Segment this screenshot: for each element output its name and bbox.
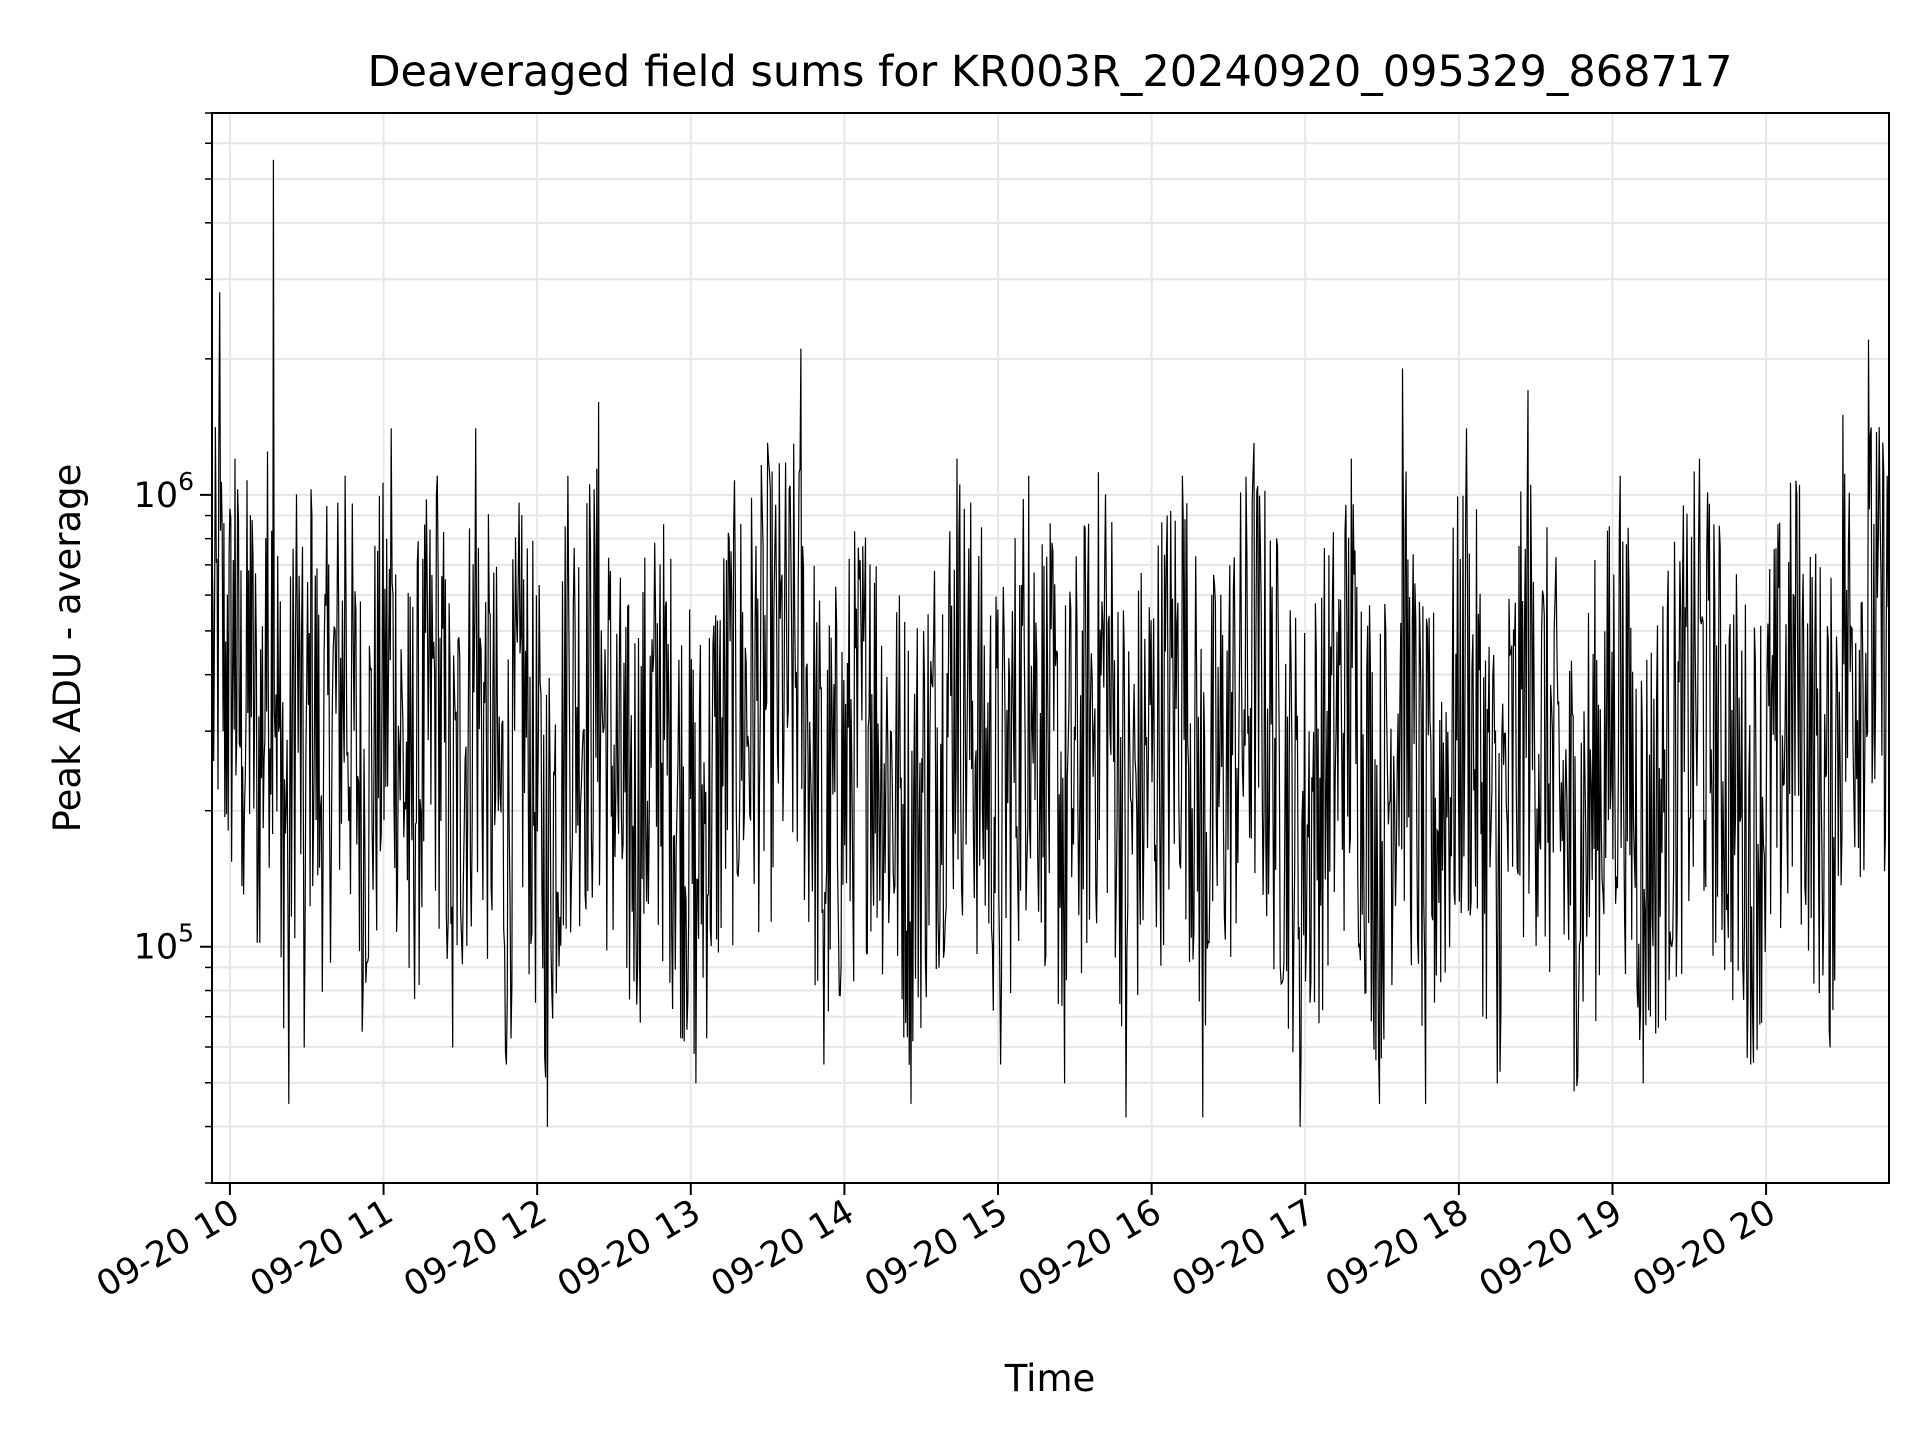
data-point (226, 594, 228, 596)
data-point (1619, 475, 1621, 477)
data-point (265, 538, 267, 540)
data-point (288, 1102, 290, 1105)
y-axis-label: Peak ADU - average (46, 464, 89, 833)
y-tick-exponent: 5 (178, 919, 194, 948)
y-tick-exponent: 6 (178, 467, 194, 496)
data-point (295, 494, 298, 496)
data-point (1796, 494, 1798, 496)
data-point (1465, 428, 1468, 430)
data-point (362, 989, 364, 992)
data-point (249, 514, 252, 517)
data-point (303, 1046, 305, 1048)
data-point (1424, 1102, 1427, 1105)
data-point (1401, 368, 1404, 370)
y-tick-base: 10 (134, 476, 179, 516)
data-point (436, 475, 438, 477)
data-point (766, 442, 769, 444)
data-point (626, 966, 628, 969)
data-point (999, 1063, 1002, 1065)
plot-frame (211, 112, 1890, 1184)
series-line (211, 159, 1890, 1128)
data-point (521, 514, 523, 517)
data-point (546, 1125, 549, 1128)
data-point (344, 475, 346, 477)
data-point (695, 1082, 697, 1084)
data-point (1253, 442, 1255, 444)
data-point (242, 766, 244, 768)
data-point (1125, 1116, 1127, 1118)
chart-title: Deaveraged field sums for KR003R_2024092… (367, 47, 1732, 97)
data-point (1063, 1082, 1066, 1084)
y-tick-label: 106 (134, 467, 194, 516)
data-point (272, 159, 275, 161)
data-point (1028, 475, 1030, 477)
data-point (390, 428, 392, 430)
data-point (823, 1063, 825, 1065)
data-point (1181, 475, 1183, 477)
data-point (1698, 458, 1701, 460)
data-point (1104, 494, 1107, 496)
y-tick-base: 10 (134, 928, 179, 968)
y-tick-label: 105 (134, 919, 194, 968)
data-point (800, 348, 802, 350)
x-axis-label: Time (1004, 1357, 1096, 1400)
data-point (1378, 1102, 1381, 1105)
data-point (505, 1063, 508, 1065)
data-point (1573, 1090, 1575, 1092)
data-point (219, 292, 221, 294)
data-point (1202, 1116, 1204, 1118)
data-point (1350, 458, 1352, 460)
data-point (1299, 1125, 1301, 1128)
data-point (257, 880, 259, 882)
data-point (452, 1046, 454, 1048)
data-point (1527, 390, 1529, 392)
data-point (1750, 1063, 1752, 1065)
data-point (567, 475, 569, 477)
data-point (1642, 1082, 1644, 1084)
data-point (1829, 1046, 1831, 1048)
data-point (956, 458, 958, 460)
data-point (475, 428, 477, 430)
data-point (280, 956, 282, 958)
data-point (1496, 1082, 1498, 1084)
data-point (598, 402, 600, 404)
data-point (318, 866, 321, 868)
data-point (659, 564, 661, 566)
data-point (869, 564, 871, 566)
series-path (211, 160, 1890, 1127)
data-point (234, 458, 236, 460)
data-point (311, 514, 313, 517)
data-point (910, 1102, 912, 1105)
data-point (1842, 414, 1844, 416)
data-point (728, 538, 730, 540)
data-point (1867, 339, 1870, 341)
data-point (408, 966, 410, 969)
